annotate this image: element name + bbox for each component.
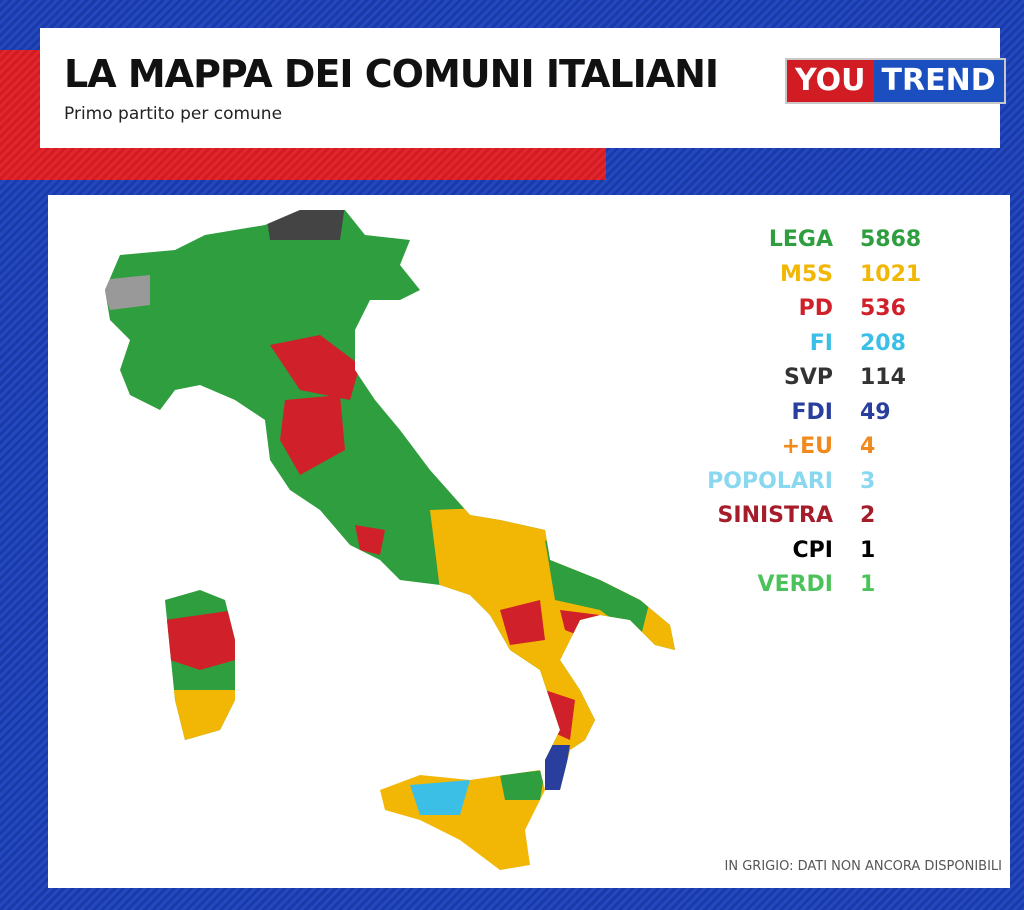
title: LA MAPPA DEI COMUNI ITALIANI	[64, 52, 719, 96]
sardinia	[165, 590, 235, 740]
logo: YOU TREND	[787, 60, 1004, 102]
party-count: 1	[860, 572, 876, 597]
party-name: VERDI	[757, 572, 833, 597]
party-count: 4	[860, 434, 876, 459]
legend-entry: CPI 1	[668, 538, 988, 568]
legend-entry: SINISTRA 2	[668, 503, 988, 533]
legend-entry: VERDI 1	[668, 572, 988, 602]
legend-entry: FDI 49	[668, 400, 988, 430]
party-name: PD	[798, 296, 833, 321]
party-name: LEGA	[768, 227, 833, 252]
sicily	[380, 770, 545, 870]
legend-entry: LEGA 5868	[668, 227, 988, 257]
party-name: FI	[809, 330, 833, 356]
legend-entry: M5S 1021	[668, 262, 988, 292]
party-count: 1021	[860, 261, 922, 287]
map-panel: LEGA 5868 M5S 1021 PD 536 FI 208 SVP 114 FDI 49 +EU 4…	[48, 195, 1010, 888]
party-count: 208	[860, 330, 906, 356]
party-name: CPI	[792, 537, 833, 563]
party-count: 49	[860, 399, 891, 425]
legend-entry: FI 208	[668, 331, 988, 361]
party-count: 2	[860, 503, 876, 528]
party-name: SVP	[784, 365, 833, 390]
party-name: FDI	[791, 399, 833, 425]
map	[105, 210, 675, 870]
legend-entry: +EU 4	[668, 434, 988, 464]
party-count: 3	[860, 468, 876, 494]
logo-you: YOU	[787, 60, 874, 102]
party-count: 114	[860, 365, 906, 390]
party-name: +EU	[781, 434, 833, 459]
party-name: POPOLARI	[707, 468, 833, 494]
legend-entry: POPOLARI 3	[668, 469, 988, 499]
party-count: 1	[860, 537, 876, 563]
party-name: SINISTRA	[717, 503, 833, 528]
logo-trend: TREND	[873, 60, 1004, 102]
subtitle: Primo partito per comune	[64, 104, 283, 124]
party-count: 5868	[860, 227, 922, 252]
legend-entry: SVP 114	[668, 365, 988, 395]
header: LA MAPPA DEI COMUNI ITALIANI Primo parti…	[40, 28, 1004, 148]
party-count: 536	[860, 296, 906, 321]
legend-entry: PD 536	[668, 296, 988, 326]
party-name: M5S	[779, 261, 833, 287]
note: IN GRIGIO: DATI NON ANCORA DISPONIBILI	[724, 859, 1002, 874]
